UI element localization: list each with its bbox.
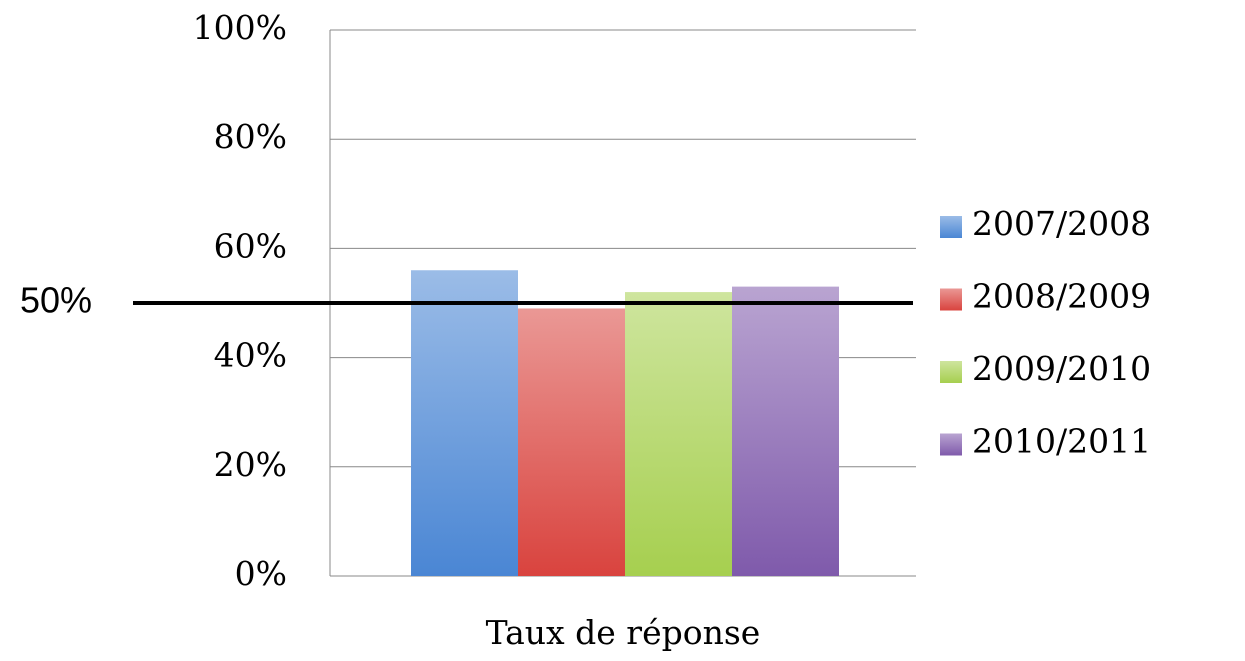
y-tick-label: 60% [214, 226, 287, 265]
y-tick-label: 100% [193, 8, 287, 47]
y-tick-label: 40% [214, 336, 287, 375]
x-tick-label: Taux de réponse [486, 613, 761, 652]
y-tick-label: 0% [235, 554, 287, 593]
bar [732, 286, 839, 576]
legend-swatch [940, 433, 962, 456]
legend-label: 2009/2010 [972, 349, 1151, 388]
legend-label: 2008/2009 [972, 277, 1151, 316]
legend-swatch [940, 288, 962, 311]
legend-swatch [940, 361, 962, 383]
legend-label: 2007/2008 [972, 204, 1151, 243]
bar [625, 292, 732, 576]
y-tick-label: 80% [214, 117, 287, 156]
y-tick-label: 20% [214, 445, 287, 484]
legend-swatch [940, 216, 962, 238]
bar [411, 270, 518, 576]
legend-label: 2010/2011 [972, 422, 1151, 461]
reference-label: 50% [20, 280, 92, 321]
bar [518, 308, 625, 576]
